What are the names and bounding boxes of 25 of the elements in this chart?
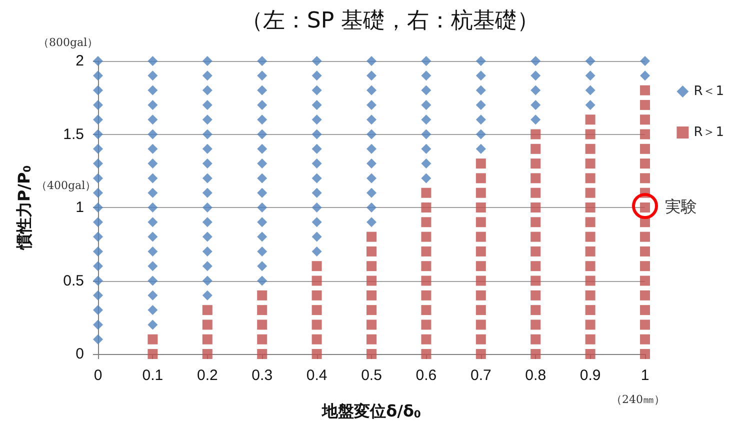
y-tick-label: 0 (76, 346, 84, 362)
text: （400gal） (36, 178, 96, 193)
legend-label: R＞1 (694, 125, 724, 140)
text: （240㎜） (611, 392, 665, 407)
y-axis-title: 慣性力P/P0 (14, 165, 34, 251)
x-tick-label: 0.2 (196, 367, 218, 384)
x-tick-label: 0.5 (361, 367, 382, 384)
legend-label: R＜1 (694, 84, 724, 99)
x-tick-label: 0.8 (525, 367, 546, 384)
x-tick-label: 0.6 (416, 367, 437, 384)
y-tick-label: 1.5 (63, 126, 84, 143)
y-tick-label: 2 (76, 52, 84, 70)
x-tick-label: 1 (640, 367, 650, 384)
y-tick-label: 0.5 (63, 272, 84, 290)
x-tick-label: 0.4 (306, 367, 328, 384)
x-axis-title: 地盤変位δ/δ0 (321, 402, 421, 420)
text: （800gal） (38, 35, 98, 50)
chart-title: （左：SP 基礎，右：杭基礎） (240, 8, 540, 34)
annotation: 実験 (665, 197, 697, 218)
x-tick-label: 0.7 (470, 367, 492, 384)
x-tick-label: 0.1 (142, 367, 164, 384)
x-tick-label: 0.3 (252, 367, 273, 384)
y-tick-label: 1 (76, 199, 84, 216)
x-tick-label: 0 (94, 367, 102, 384)
x-tick-label: 0.9 (580, 367, 601, 384)
